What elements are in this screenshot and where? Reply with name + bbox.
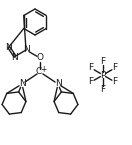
Text: +: + [40, 66, 47, 75]
Text: F: F [112, 77, 117, 87]
Text: N: N [19, 79, 25, 88]
Text: F: F [112, 64, 117, 72]
Text: P: P [100, 70, 106, 79]
Text: F: F [100, 85, 106, 94]
Text: N: N [5, 44, 11, 52]
Text: C: C [36, 68, 42, 77]
Text: F: F [89, 64, 94, 72]
Text: N: N [11, 52, 17, 61]
Text: F: F [100, 57, 106, 66]
Text: N: N [23, 46, 29, 55]
Text: O: O [37, 54, 44, 62]
Text: F: F [89, 77, 94, 87]
Text: N: N [55, 79, 61, 88]
Text: ·⁻: ·⁻ [107, 69, 112, 75]
